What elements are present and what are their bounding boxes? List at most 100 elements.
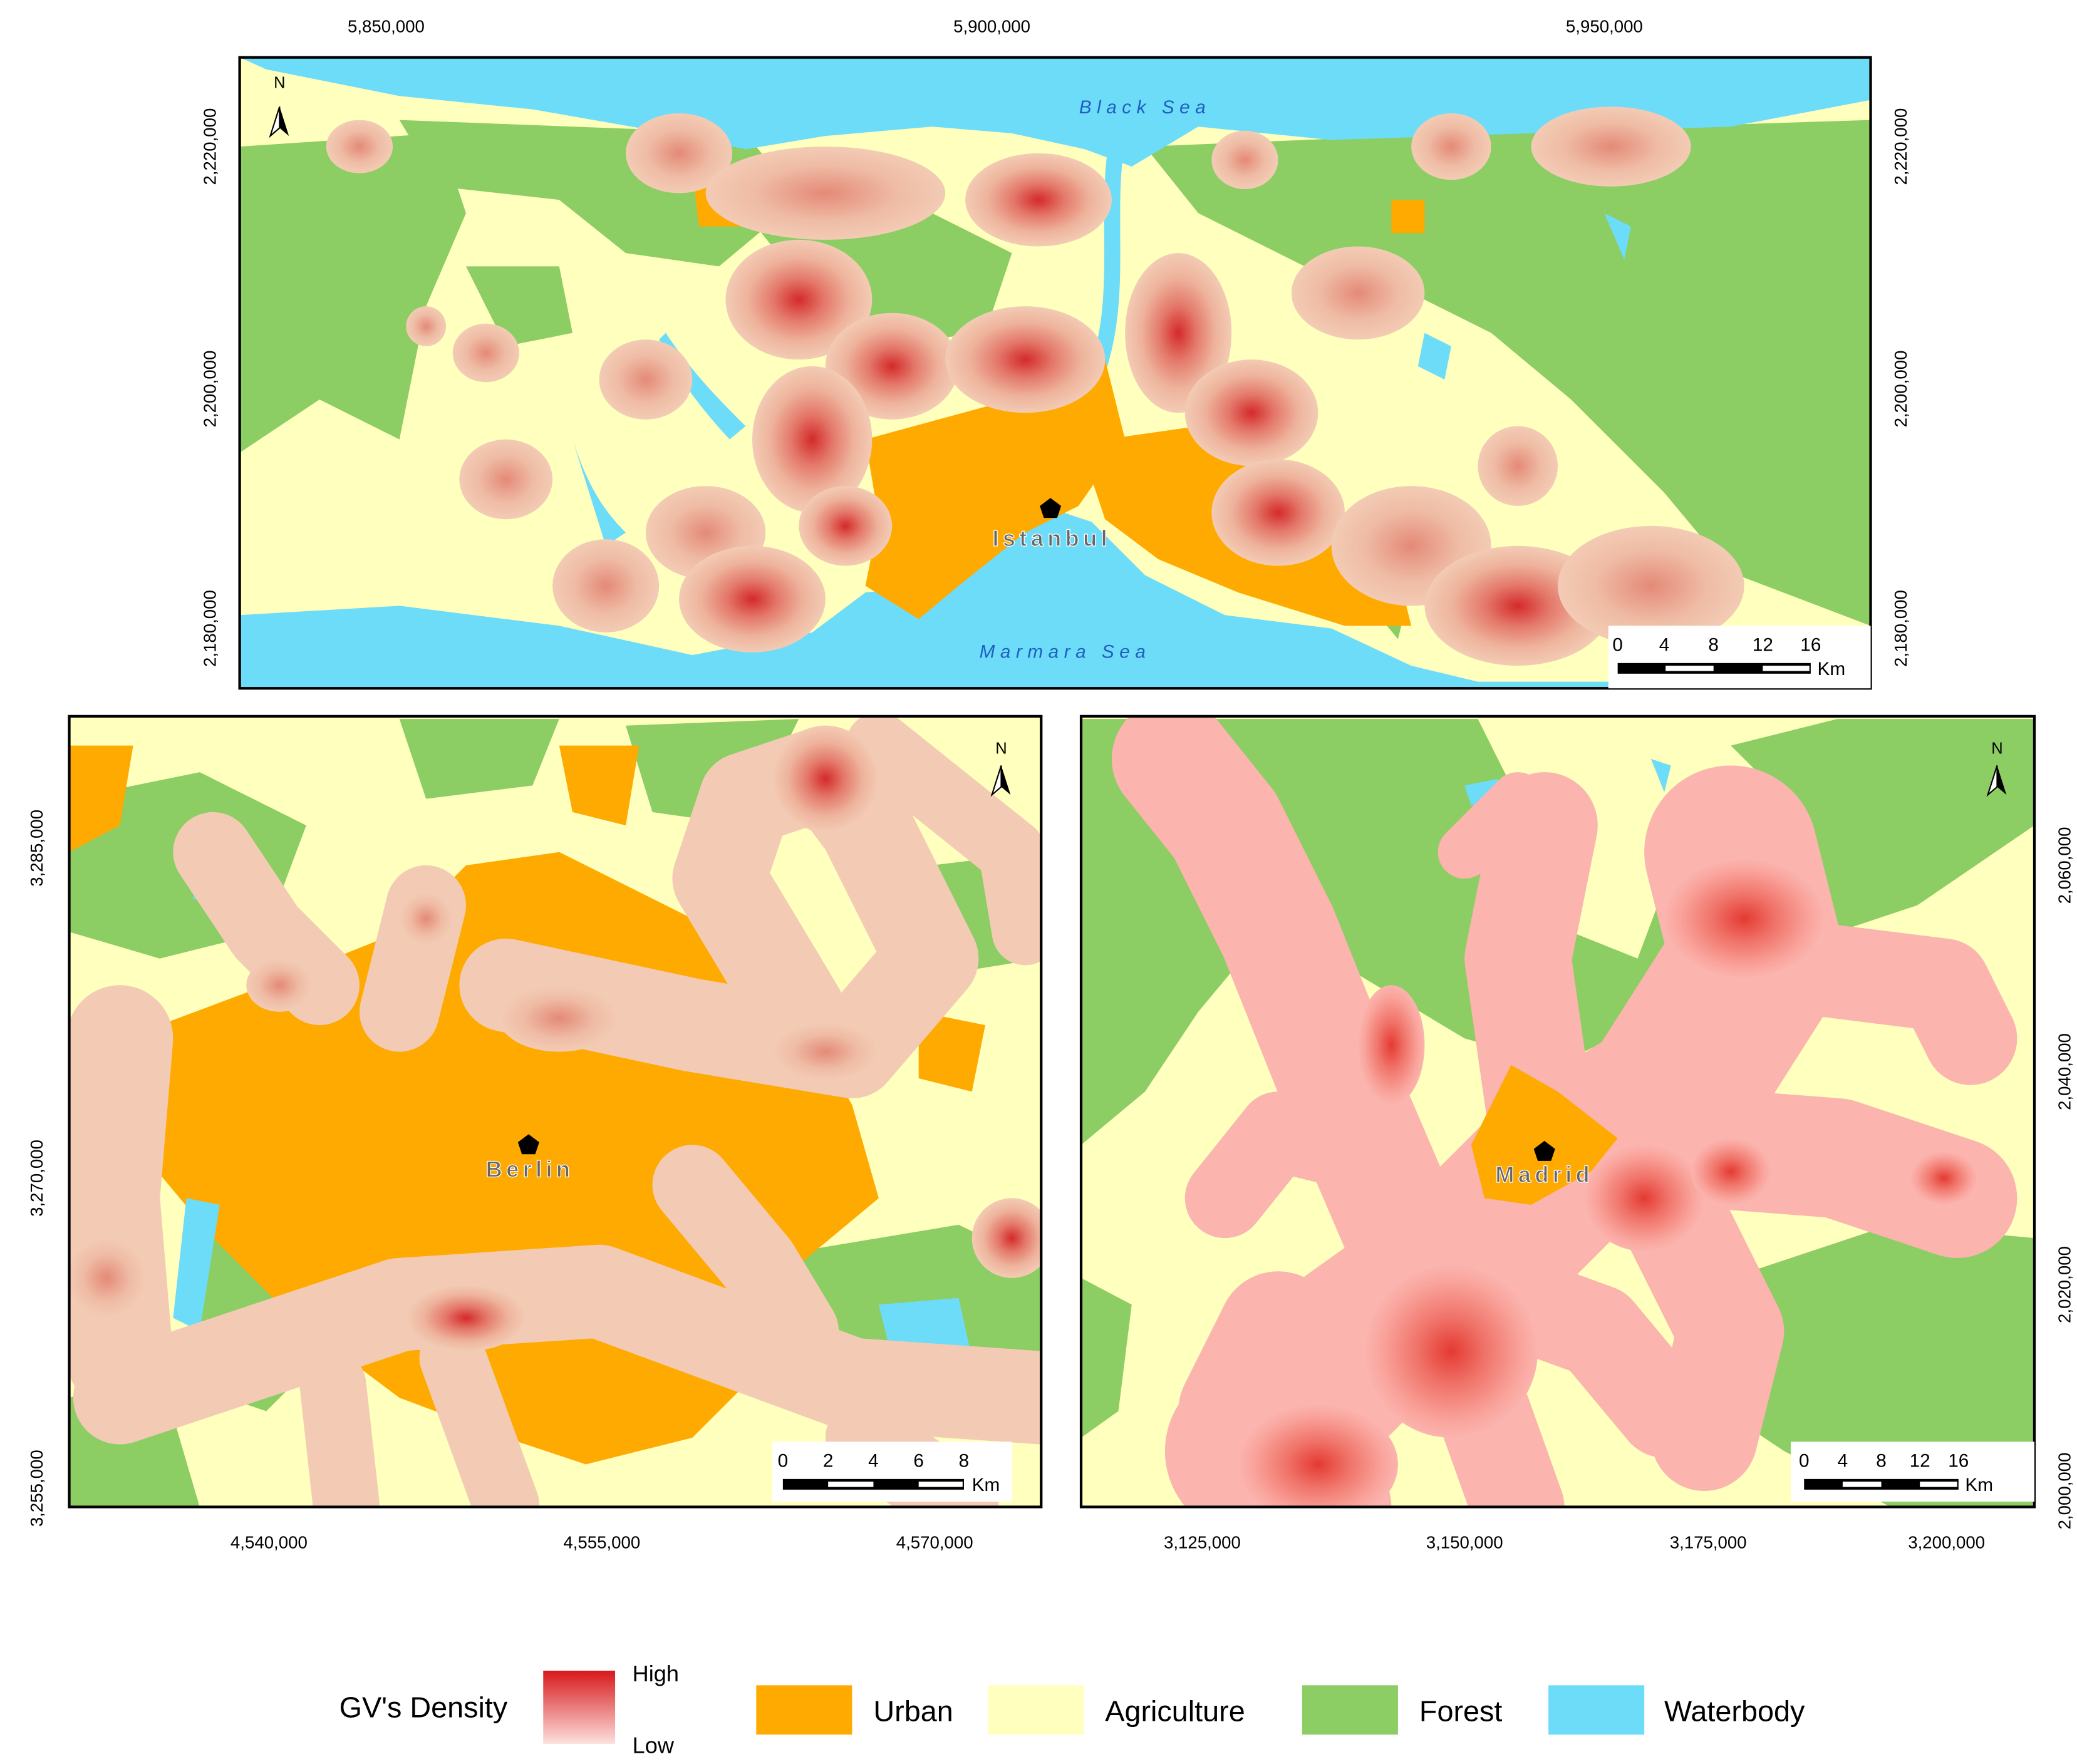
axis-tick-label: 3,255,000 <box>27 1450 46 1527</box>
scale-bar: 12 <box>1753 635 1773 656</box>
density <box>326 120 393 173</box>
urban <box>69 745 133 852</box>
forest <box>465 266 573 346</box>
scale-bar: Km <box>972 1475 1000 1495</box>
axis-tick-label: 3,150,000 <box>1426 1532 1503 1552</box>
density <box>772 1022 879 1081</box>
legend: Agriculture <box>1105 1695 1245 1728</box>
scale-bar <box>1617 663 1811 674</box>
density <box>825 312 959 420</box>
city-marker <box>517 1134 539 1155</box>
scale-bar <box>828 1482 874 1487</box>
axis-tick-label: 3,200,000 <box>1908 1532 1985 1552</box>
scale-bar: 8 <box>1876 1451 1887 1472</box>
legend: GV's Density High Low Urban Agriculture … <box>339 1661 1805 1758</box>
waterbody <box>1650 758 1671 793</box>
city-label: Madrid <box>1495 1162 1593 1187</box>
scale-bar: 0 <box>778 1451 789 1472</box>
density <box>965 153 1112 247</box>
waterbody <box>239 57 1871 167</box>
legend-swatch <box>988 1685 1084 1735</box>
waterbody <box>173 1198 220 1331</box>
axis-tick-label: 2,200,000 <box>1891 350 1910 427</box>
north-arrow: N <box>269 75 290 137</box>
legend-swatch <box>1548 1685 1645 1735</box>
scale-bar: 0 4 8 12 16 Km <box>1608 626 1871 689</box>
sea-label: Marmara Sea <box>980 641 1151 662</box>
urban <box>559 745 640 826</box>
density <box>299 1351 380 1507</box>
density <box>1125 253 1232 413</box>
city-label: Istanbul <box>992 525 1111 551</box>
density <box>1531 106 1691 187</box>
density <box>1584 1145 1704 1252</box>
waterbody <box>239 508 1871 689</box>
density <box>1211 130 1278 190</box>
density <box>705 147 946 240</box>
scale-bar: 8 <box>1708 635 1719 656</box>
density <box>679 545 826 652</box>
forest <box>1704 1224 2034 1507</box>
forest <box>1081 1277 1132 1438</box>
scale-bar <box>772 1442 1012 1502</box>
axis-tick-label: 2,220,000 <box>1891 108 1910 185</box>
axis-tick-label: 2,040,000 <box>2054 1033 2074 1110</box>
axis-tick-label: 2,200,000 <box>200 350 219 427</box>
scale-bar: Km <box>1817 659 1845 679</box>
density <box>1437 772 1545 879</box>
density <box>326 106 1744 666</box>
urban <box>1471 1065 1618 1205</box>
axis-tick-label: 5,950,000 <box>1566 16 1643 36</box>
density <box>406 1284 526 1351</box>
legend: Forest <box>1419 1695 1503 1728</box>
madrid-map <box>1081 716 2034 1507</box>
axis-tick-label: 2,000,000 <box>2054 1453 2074 1530</box>
axis-tick-label: 2,180,000 <box>200 590 219 667</box>
axis-tick-label: 3,125,000 <box>1164 1532 1241 1552</box>
density <box>69 725 1042 1351</box>
urban <box>918 1011 985 1092</box>
scale-bar: 16 <box>1948 1451 1969 1472</box>
density <box>1558 525 1744 646</box>
scale-bar <box>1790 1442 2034 1502</box>
density <box>1664 859 1825 979</box>
city-marker <box>1533 1140 1555 1161</box>
density <box>725 239 873 360</box>
map-frame <box>238 56 1872 690</box>
legend: Waterbody <box>1664 1695 1805 1728</box>
scale-bar <box>918 1482 963 1487</box>
density <box>1358 985 1425 1105</box>
scale-bar: 4 <box>868 1451 879 1472</box>
scale-bar <box>1665 666 1714 671</box>
axis-tick-label: 4,570,000 <box>896 1532 973 1552</box>
waterbody <box>1604 213 1631 260</box>
density <box>845 716 1042 966</box>
axis-tick-label: 4,540,000 <box>230 1532 308 1552</box>
scale-bar <box>1608 626 1871 689</box>
density <box>73 1244 1042 1445</box>
legend: Low <box>633 1733 675 1758</box>
istanbul-map <box>239 57 1871 689</box>
density <box>971 1198 1042 1278</box>
axis-tick-label: 5,900,000 <box>953 16 1030 36</box>
density <box>1238 1404 1398 1507</box>
density <box>459 439 553 520</box>
map-frame <box>1079 714 2036 1509</box>
map-frame <box>68 714 1043 1509</box>
axis-tick-label: 2,180,000 <box>1891 590 1910 667</box>
city-marker <box>1040 498 1062 518</box>
north-arrow: N <box>991 740 1012 796</box>
city-label: Berlin <box>486 1156 574 1182</box>
density <box>1184 359 1318 467</box>
sea-label: Black Sea <box>1079 97 1211 118</box>
density <box>1910 1151 1977 1205</box>
scale-bar: 0 2 4 6 8 Km <box>772 1442 1012 1502</box>
legend: GV's Density <box>339 1691 508 1723</box>
scale-bar: 0 4 8 12 16 Km <box>1790 1442 2034 1502</box>
scale-bar: 4 <box>1838 1451 1848 1472</box>
density <box>1184 1091 1372 1239</box>
north-arrow: N <box>1991 740 2002 757</box>
density <box>452 323 519 383</box>
scale-bar: 8 <box>959 1451 970 1472</box>
density <box>399 892 453 946</box>
